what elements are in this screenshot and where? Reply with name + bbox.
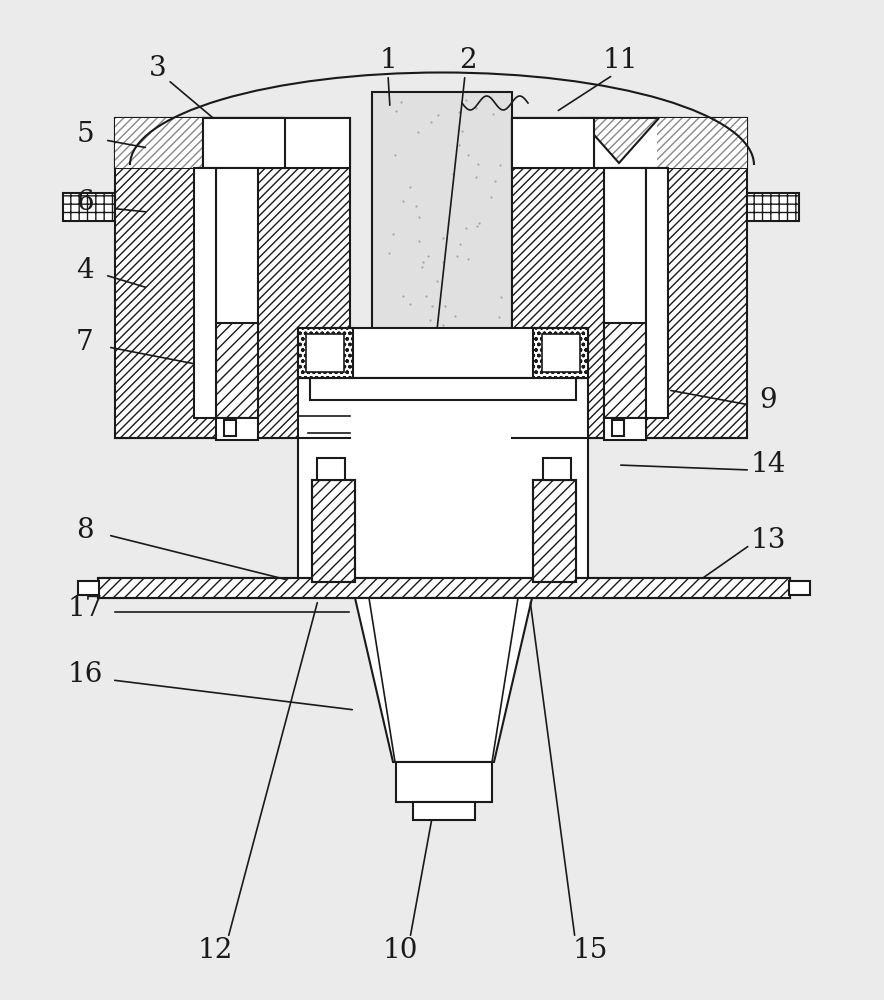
Bar	[612, 420, 624, 436]
Bar	[78, 581, 99, 595]
Text: 13: 13	[751, 526, 786, 554]
Polygon shape	[203, 118, 283, 163]
Text: 16: 16	[67, 662, 103, 688]
Polygon shape	[657, 118, 747, 168]
Text: 9: 9	[759, 386, 777, 414]
Bar	[533, 328, 588, 378]
Bar	[312, 480, 355, 582]
Bar	[396, 762, 492, 802]
Bar	[298, 328, 588, 378]
Bar	[543, 458, 571, 480]
Bar	[216, 323, 258, 418]
Bar	[115, 118, 350, 168]
Bar	[512, 118, 594, 168]
Text: 5: 5	[76, 121, 94, 148]
Bar	[98, 578, 790, 598]
Text: 12: 12	[197, 936, 232, 964]
Bar	[533, 480, 576, 582]
Bar	[413, 802, 475, 820]
Bar	[542, 334, 580, 372]
Text: 1: 1	[379, 46, 397, 74]
Polygon shape	[115, 118, 350, 438]
Bar	[604, 418, 646, 440]
Bar	[604, 168, 646, 418]
Bar	[216, 168, 258, 418]
Text: 2: 2	[459, 46, 476, 74]
Bar	[317, 458, 345, 480]
Polygon shape	[355, 598, 532, 762]
Bar	[194, 168, 216, 418]
Bar	[512, 118, 747, 168]
Bar	[646, 168, 668, 418]
Text: 8: 8	[76, 516, 94, 544]
Bar	[306, 334, 344, 372]
Bar	[372, 92, 512, 595]
Polygon shape	[579, 118, 659, 163]
Text: 6: 6	[76, 190, 94, 217]
Text: 3: 3	[149, 54, 167, 82]
Bar	[310, 378, 576, 400]
Bar	[789, 581, 810, 595]
Bar	[747, 193, 799, 221]
Text: 4: 4	[76, 256, 94, 284]
Bar	[63, 193, 115, 221]
Text: 17: 17	[67, 594, 103, 621]
Bar	[203, 118, 285, 168]
Text: 11: 11	[602, 46, 637, 74]
Polygon shape	[115, 118, 205, 168]
Bar	[604, 323, 646, 418]
Bar	[298, 328, 353, 378]
Text: 10: 10	[382, 936, 418, 964]
Polygon shape	[512, 118, 747, 438]
Text: 15: 15	[572, 936, 607, 964]
Text: 7: 7	[76, 328, 94, 356]
Bar	[312, 480, 355, 582]
Bar	[224, 420, 236, 436]
Text: 14: 14	[751, 452, 786, 479]
Bar	[216, 418, 258, 440]
Bar	[533, 480, 576, 582]
Bar	[298, 378, 588, 590]
